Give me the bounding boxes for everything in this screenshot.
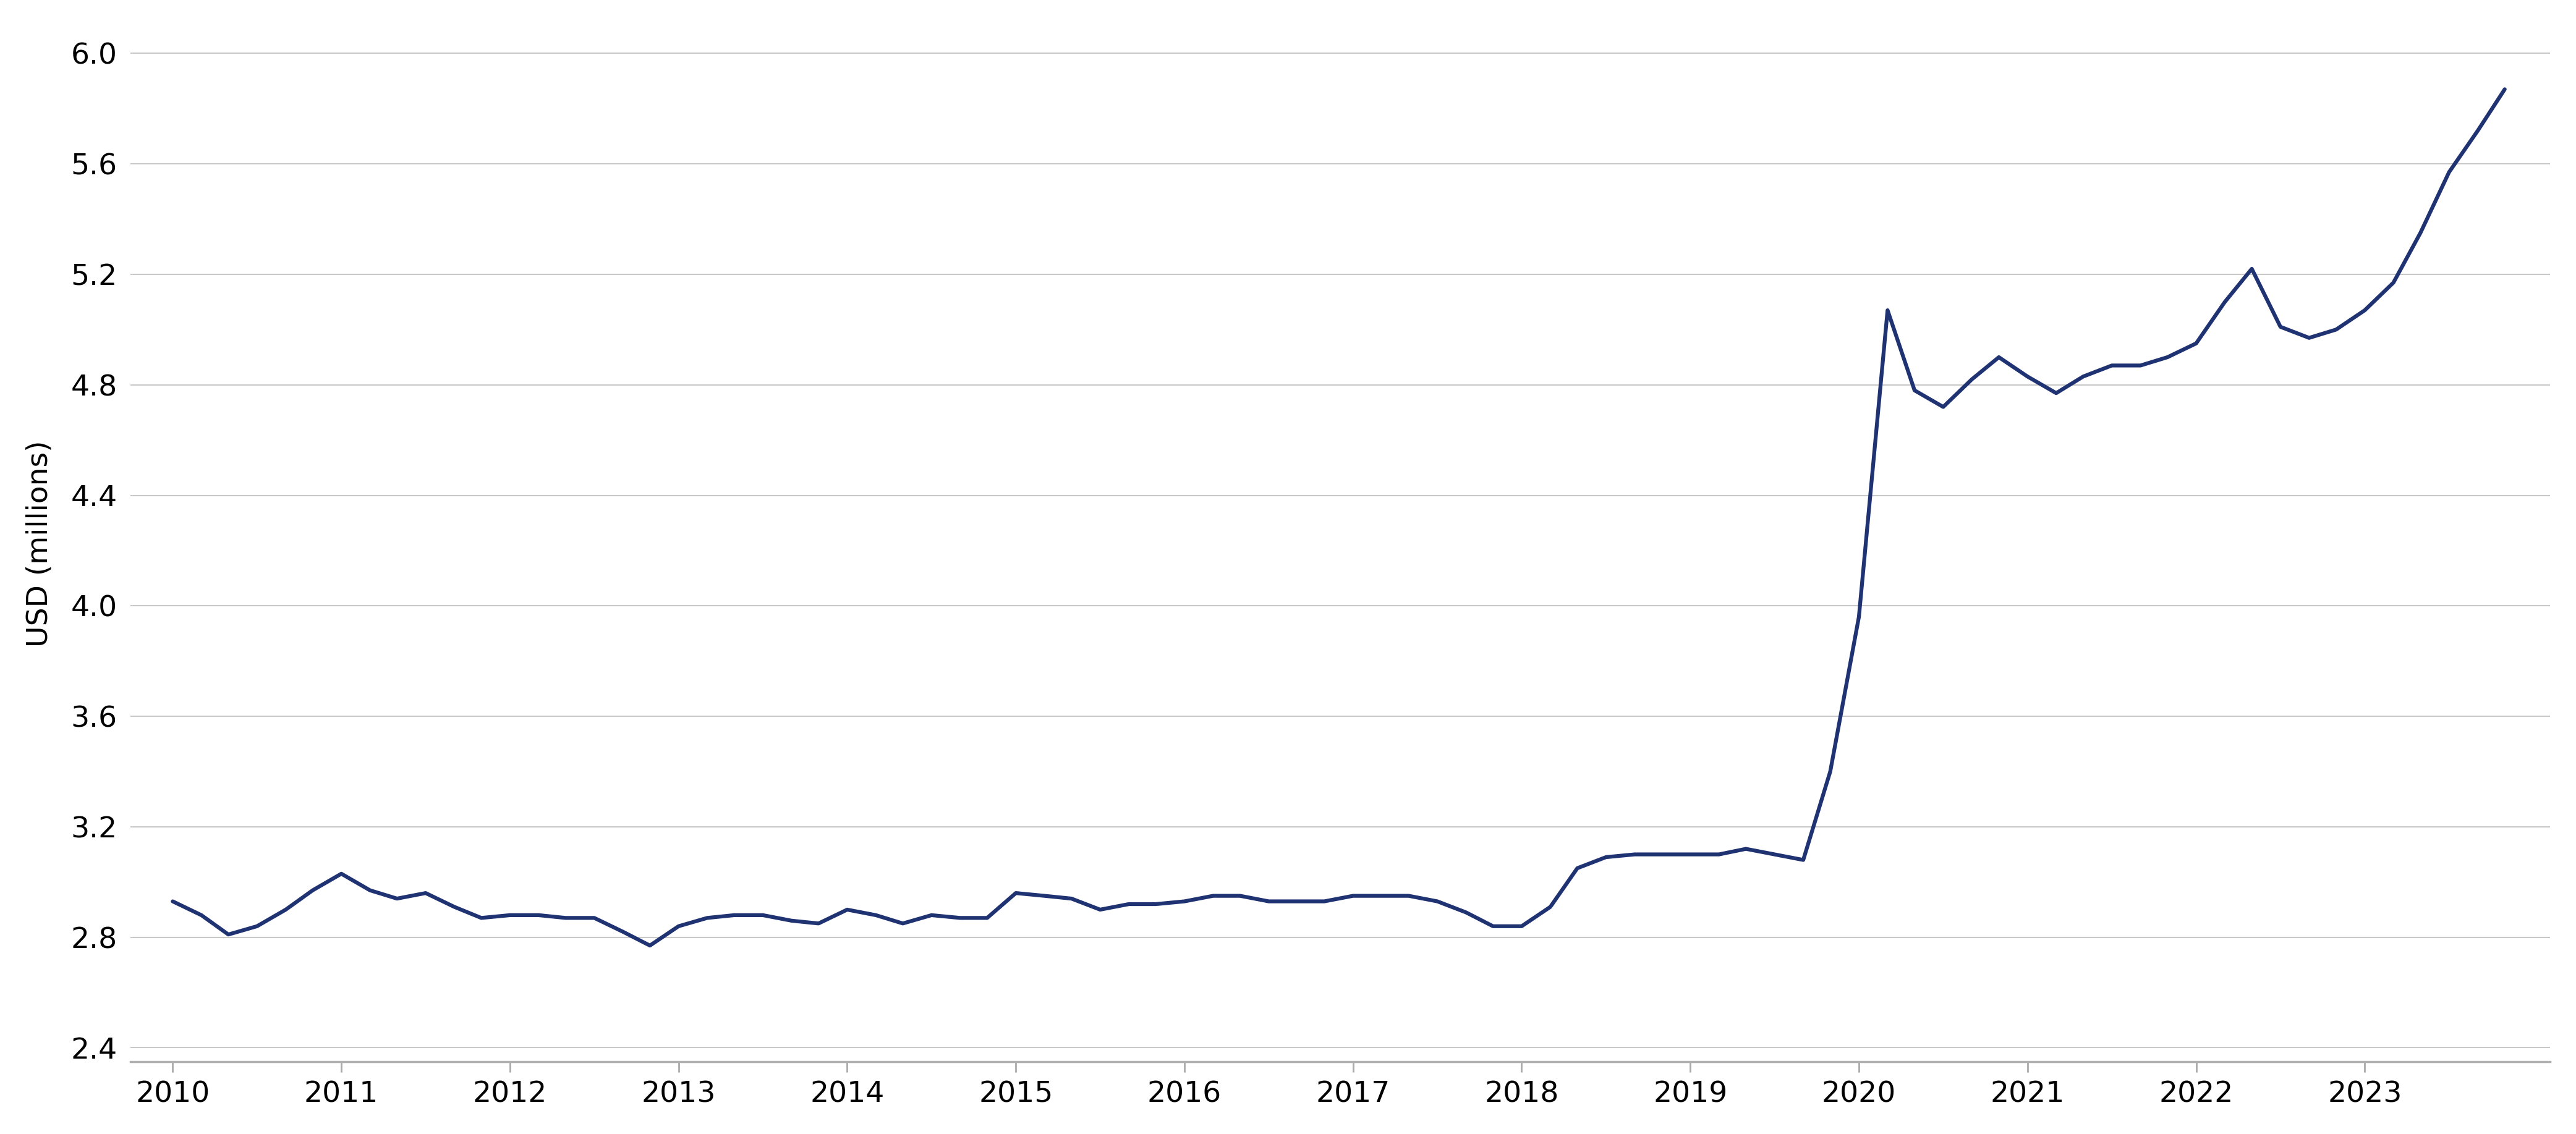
- Y-axis label: USD (millions): USD (millions): [26, 440, 54, 648]
